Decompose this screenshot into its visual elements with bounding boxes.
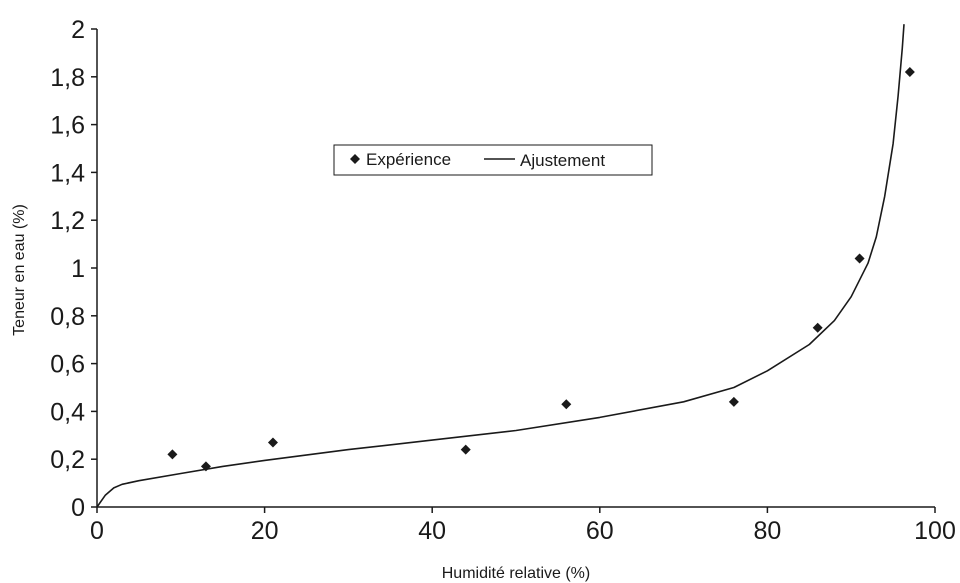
x-axis-title: Humidité relative (%) — [442, 565, 590, 582]
x-tick-label: 100 — [914, 517, 956, 545]
data-point-marker — [854, 253, 865, 264]
fit-line — [96, 24, 905, 508]
data-point-marker — [561, 399, 572, 410]
data-point-marker — [200, 461, 211, 472]
x-tick-label: 20 — [251, 517, 279, 545]
y-tick-label: 0 — [71, 494, 85, 522]
data-point-marker — [267, 437, 278, 448]
x-tick-label: 0 — [90, 517, 104, 545]
legend-label-ajustement: Ajustement — [520, 151, 605, 170]
y-tick-label: 1 — [71, 255, 85, 283]
legend: Expérience Ajustement — [333, 144, 653, 176]
y-tick-label: 1,4 — [50, 159, 85, 187]
y-tick-label: 1,2 — [50, 207, 85, 235]
fit-line-layer — [96, 24, 905, 508]
y-tick-label: 0,4 — [50, 398, 85, 426]
y-axis-title: Teneur en eau (%) — [11, 204, 28, 336]
y-tick-label: 1,8 — [50, 64, 85, 92]
legend-marker-experience — [350, 154, 360, 164]
y-tick-label: 0,6 — [50, 351, 85, 379]
data-point-marker — [728, 396, 739, 407]
legend-box — [333, 144, 653, 176]
x-tick-label: 80 — [753, 517, 781, 545]
markers-layer — [167, 67, 915, 472]
y-tick-label: 0,2 — [50, 446, 85, 474]
y-tick-label: 0,8 — [50, 303, 85, 331]
y-tick-label: 2 — [71, 16, 85, 44]
ticks-layer: 0 20 40 60 80 100 0 0,2 0,4 0,6 0,8 1 1,2 1,4 1,6 1,8 2 — [50, 16, 956, 545]
y-tick-label: 1,6 — [50, 112, 85, 140]
x-tick-label: 60 — [586, 517, 614, 545]
data-point-marker — [167, 449, 178, 460]
data-point-marker — [460, 444, 471, 455]
legend-label-experience: Expérience — [366, 150, 451, 169]
data-point-marker — [904, 67, 915, 78]
x-tick-label: 40 — [418, 517, 446, 545]
data-point-marker — [812, 322, 823, 333]
